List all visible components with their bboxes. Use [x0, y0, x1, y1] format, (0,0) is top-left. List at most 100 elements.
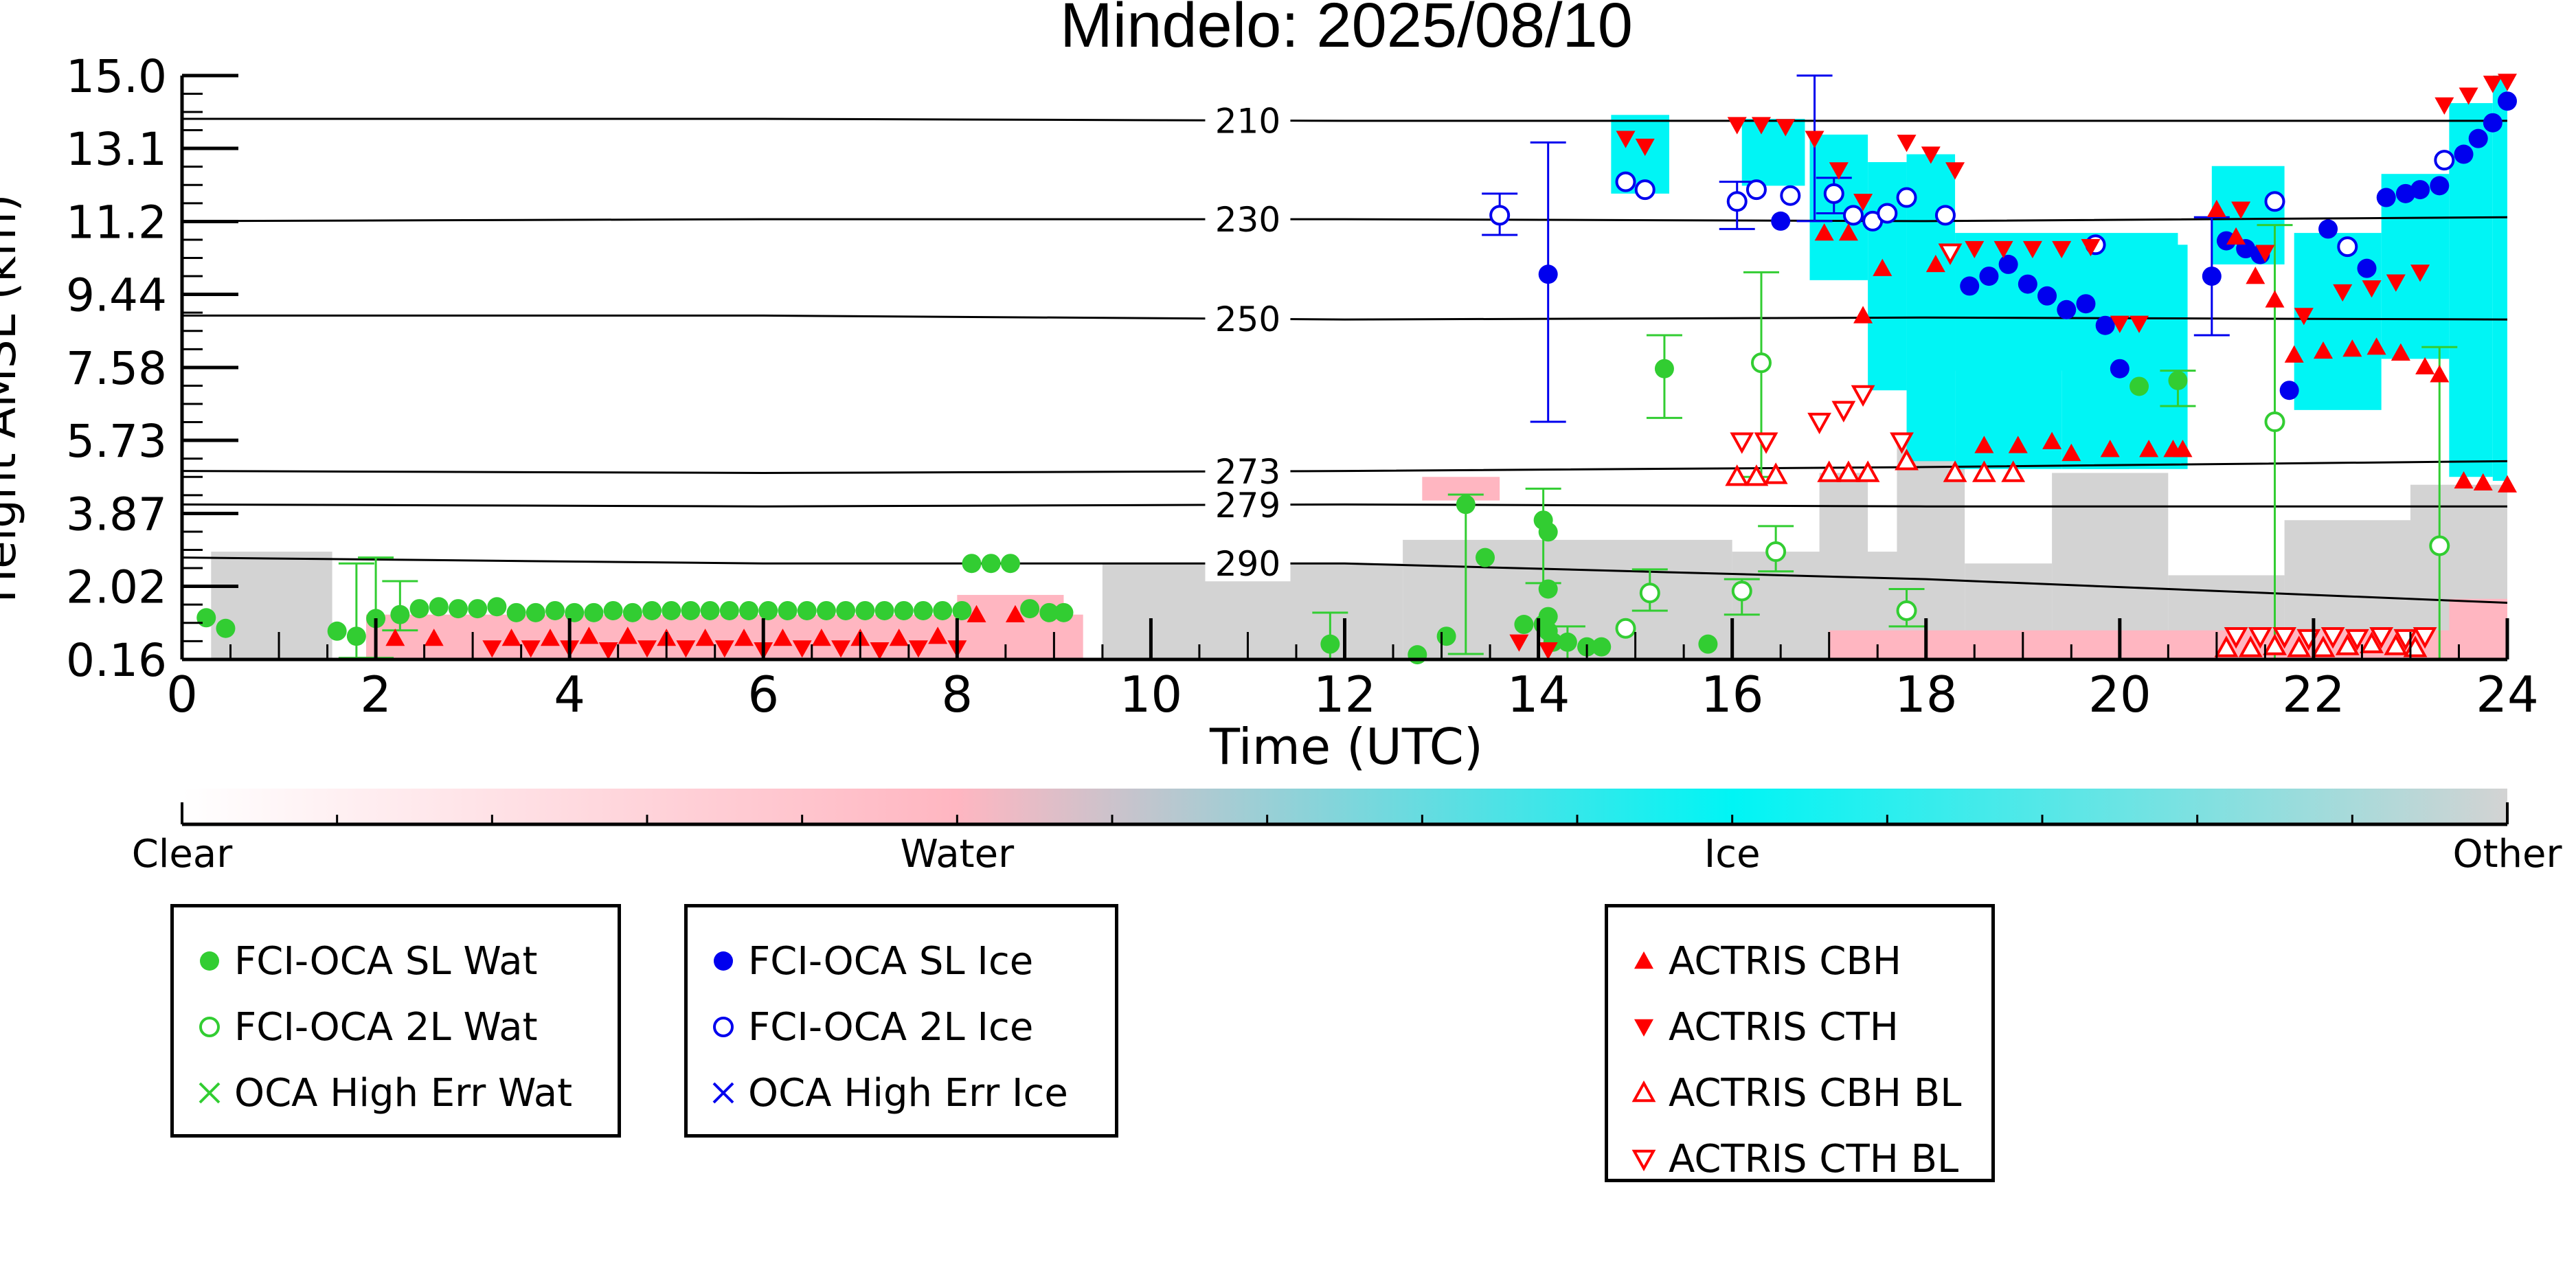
fci-oca-sl-ice-point — [1538, 264, 1558, 284]
legend-marker-glyph — [713, 1017, 734, 1037]
x-tick-label: 16 — [1701, 666, 1764, 723]
actris-cth-point — [2255, 245, 2275, 262]
actris-cth-bl-point — [2272, 627, 2296, 649]
actris-cth-point — [1945, 162, 1965, 180]
legend-marker-glyph — [714, 951, 733, 971]
fci-oca-sl-wat-point — [487, 597, 507, 617]
x-tick-label: 24 — [2476, 666, 2539, 723]
actris-cth-point — [1853, 194, 1873, 212]
fci-oca-sl-wat-point — [913, 600, 933, 620]
legend-marker — [199, 1017, 220, 1037]
actris-cth-point — [2483, 76, 2502, 93]
actris-cbh-point — [1873, 258, 1893, 276]
fci-oca-2l-ice-point — [1823, 183, 1844, 204]
legend-marker-icon — [1627, 1079, 1660, 1107]
actris-cth-point — [2434, 97, 2454, 115]
fci-oca-sl-wat-point — [526, 602, 545, 622]
fci-oca-sl-wat-point — [1592, 637, 1612, 657]
fci-oca-2l-wat-point — [1731, 580, 1752, 602]
legend-item: ACTRIS CBH — [1627, 928, 1991, 994]
cloud-ice-region — [2449, 103, 2493, 477]
actris-cbh-bl-point — [2287, 635, 2312, 657]
x-tick-label: 14 — [1507, 666, 1570, 723]
fci-oca-sl-wat-point — [1320, 634, 1340, 654]
actris-cbh-bl-point — [1725, 464, 1750, 486]
actris-cth-point — [1805, 131, 1824, 148]
actris-cbh-bl-point — [2238, 635, 2263, 657]
y-tick-label: 3.87 — [66, 488, 167, 541]
x-tick-label: 4 — [554, 666, 585, 723]
legend-marker-glyph — [1631, 1080, 1656, 1103]
actris-cth-bl-point — [1851, 385, 1875, 407]
fci-oca-sl-wat-point — [196, 608, 216, 628]
y-tick-label: 13.1 — [66, 123, 167, 176]
legend-marker-icon — [193, 1013, 226, 1041]
actris-cth-bl-point — [1890, 432, 1914, 454]
fci-oca-2l-ice-point — [2337, 236, 2358, 258]
actris-cbh-bl-point — [2311, 635, 2336, 657]
actris-cbh-bl-point — [1817, 460, 1842, 482]
fci-oca-sl-wat-point — [933, 600, 953, 620]
isotherm-label: 279 — [1215, 486, 1280, 526]
fci-oca-sl-wat-point — [390, 605, 410, 624]
actris-cth-point — [637, 640, 657, 658]
actris-cbh-point — [734, 629, 754, 646]
y-tick-label: 7.58 — [66, 342, 167, 395]
actris-cbh-point — [1853, 306, 1873, 324]
fci-oca-sl-wat-point — [681, 600, 701, 620]
actris-cbh-point — [2391, 343, 2410, 361]
actris-cth-point — [2231, 201, 2251, 219]
actris-cbh-point — [2265, 290, 2285, 308]
fci-oca-sl-wat-point — [662, 600, 681, 620]
actris-cth-point — [2129, 315, 2149, 333]
fci-oca-2l-ice-point — [1745, 179, 1767, 201]
colorbar-label: Other — [2452, 832, 2562, 877]
legend-marker-glyph — [1634, 1019, 1653, 1037]
fci-oca-sl-wat-point — [565, 602, 585, 622]
legend-marker — [1631, 1149, 1656, 1172]
fci-oca-sl-wat-point — [346, 626, 366, 646]
legend-actris: ACTRIS CBH ACTRIS CTH ACTRIS CBH BL ACTRIS … — [1605, 904, 1995, 1182]
fci-oca-sl-ice-point — [2395, 183, 2415, 203]
y-tick-label: 0.16 — [66, 634, 167, 687]
actris-cth-point — [1616, 131, 1636, 148]
actris-cbh-point — [618, 626, 637, 644]
actris-cbh-bl-point — [1971, 460, 1996, 482]
actris-cth-point — [1776, 119, 1796, 137]
actris-cbh-point — [695, 629, 715, 646]
fci-oca-sl-ice-point — [2018, 274, 2037, 294]
fci-oca-sl-ice-point — [2110, 359, 2129, 379]
fci-oca-2l-ice-point — [1877, 203, 1898, 224]
fci-oca-sl-ice-point — [2057, 300, 2077, 319]
fci-oca-sl-ice-point — [2483, 113, 2502, 133]
actris-cth-point — [2498, 74, 2517, 91]
actris-cth-point — [1538, 642, 1558, 660]
actris-cbh-bl-point — [1836, 460, 1861, 482]
actris-cth-point — [1965, 240, 1985, 259]
x-tick-label: 20 — [2088, 666, 2151, 723]
actris-cbh-point — [889, 629, 909, 646]
fci-oca-2l-ice-point — [1896, 187, 1917, 208]
colorbar-gradient — [182, 789, 2507, 824]
fci-oca-sl-wat-point — [468, 599, 488, 619]
x-axis-label: Time (UTC) — [1209, 718, 1483, 776]
actris-cbh-point — [2430, 365, 2450, 383]
fci-oca-2l-ice-point — [1634, 179, 1656, 201]
x-tick-label: 10 — [1120, 666, 1183, 723]
legend-marker-icon — [707, 1079, 740, 1107]
marker-layer — [196, 74, 2517, 665]
legend-marker-icon — [1627, 1013, 1660, 1041]
colorbar-label: Water — [901, 832, 1015, 877]
legend-item: ACTRIS CTH BL — [1627, 1126, 1991, 1192]
actris-cth-point — [1751, 117, 1771, 135]
fci-oca-sl-wat-point — [603, 600, 623, 620]
fci-oca-2l-wat-point — [2429, 535, 2450, 556]
actris-cth-bl-point — [2345, 629, 2369, 651]
isotherm-label: 210 — [1215, 101, 1280, 141]
isotherm-line — [182, 117, 2507, 122]
x-tick-label: 12 — [1313, 666, 1377, 723]
fci-oca-sl-wat-point — [719, 600, 739, 620]
fci-oca-sl-wat-point — [797, 600, 817, 620]
